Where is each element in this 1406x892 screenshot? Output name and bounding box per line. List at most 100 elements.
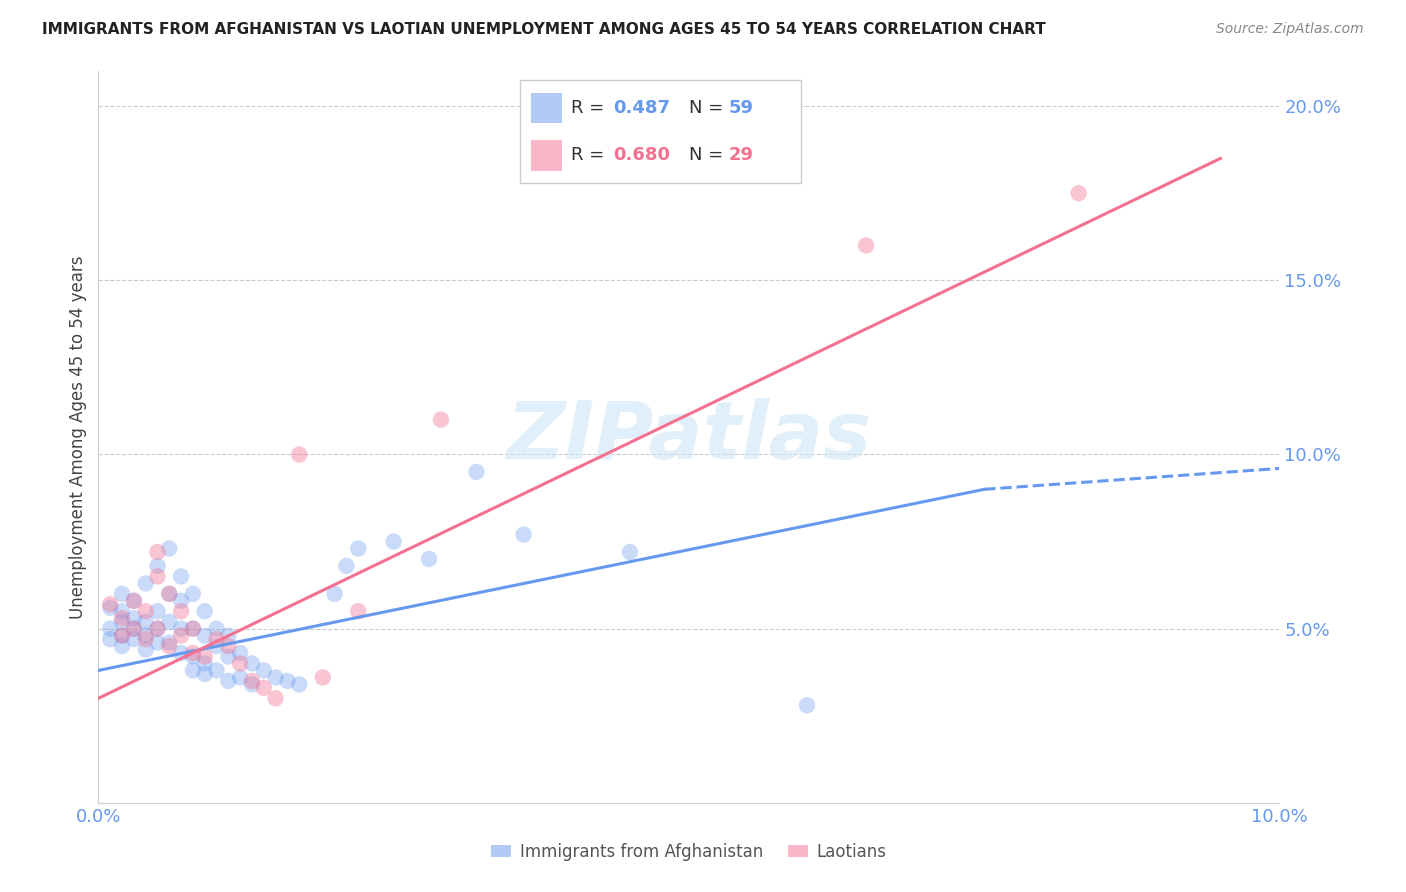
Point: [217, 639, 239, 653]
Point: [181, 587, 204, 601]
Point: [796, 698, 818, 713]
Point: [122, 622, 145, 636]
Text: IMMIGRANTS FROM AFGHANISTAN VS LAOTIAN UNEMPLOYMENT AMONG AGES 45 TO 54 YEARS CO: IMMIGRANTS FROM AFGHANISTAN VS LAOTIAN U…: [42, 22, 1046, 37]
Point: [253, 681, 276, 695]
Point: [194, 649, 217, 664]
Point: [264, 670, 287, 684]
Point: [229, 670, 252, 684]
Text: N =: N =: [689, 99, 728, 117]
Point: [170, 629, 193, 643]
Point: [111, 639, 134, 653]
Point: [157, 615, 180, 629]
Text: Source: ZipAtlas.com: Source: ZipAtlas.com: [1216, 22, 1364, 37]
Point: [288, 677, 311, 691]
Point: [157, 635, 180, 649]
Point: [157, 587, 180, 601]
Legend: Immigrants from Afghanistan, Laotians: Immigrants from Afghanistan, Laotians: [485, 837, 893, 868]
Point: [347, 604, 370, 618]
Point: [465, 465, 488, 479]
Point: [157, 541, 180, 556]
Point: [170, 646, 193, 660]
FancyBboxPatch shape: [520, 80, 801, 183]
Point: [122, 594, 145, 608]
Point: [205, 632, 228, 646]
Point: [512, 527, 534, 541]
Point: [1067, 186, 1090, 201]
Text: ZIPatlas: ZIPatlas: [506, 398, 872, 476]
Point: [111, 611, 134, 625]
Point: [229, 657, 252, 671]
Point: [253, 664, 276, 678]
Point: [276, 673, 298, 688]
Point: [170, 604, 193, 618]
Point: [229, 646, 252, 660]
Point: [170, 569, 193, 583]
Point: [146, 545, 169, 559]
Point: [181, 646, 204, 660]
Point: [122, 594, 145, 608]
Point: [240, 657, 263, 671]
Point: [323, 587, 346, 601]
Point: [205, 622, 228, 636]
Point: [205, 639, 228, 653]
Point: [619, 545, 641, 559]
Point: [288, 448, 311, 462]
Point: [111, 604, 134, 618]
Point: [312, 670, 335, 684]
Point: [347, 541, 370, 556]
Point: [111, 629, 134, 643]
Point: [122, 611, 145, 625]
Point: [240, 673, 263, 688]
Point: [181, 622, 204, 636]
Point: [194, 604, 217, 618]
Point: [170, 594, 193, 608]
Point: [135, 576, 157, 591]
FancyBboxPatch shape: [531, 140, 562, 170]
Point: [135, 604, 157, 618]
FancyBboxPatch shape: [531, 93, 562, 123]
Point: [98, 597, 121, 611]
Point: [135, 642, 157, 657]
Point: [181, 649, 204, 664]
Point: [264, 691, 287, 706]
Point: [135, 629, 157, 643]
Point: [111, 587, 134, 601]
Y-axis label: Unemployment Among Ages 45 to 54 years: Unemployment Among Ages 45 to 54 years: [69, 255, 87, 619]
Text: 59: 59: [728, 99, 754, 117]
Point: [146, 604, 169, 618]
Point: [98, 600, 121, 615]
Point: [98, 622, 121, 636]
Point: [146, 635, 169, 649]
Text: 29: 29: [728, 146, 754, 164]
Point: [122, 632, 145, 646]
Point: [240, 677, 263, 691]
Point: [382, 534, 405, 549]
Text: N =: N =: [689, 146, 728, 164]
Point: [855, 238, 877, 252]
Point: [135, 615, 157, 629]
Point: [194, 629, 217, 643]
Point: [217, 673, 239, 688]
Text: R =: R =: [571, 146, 610, 164]
Point: [217, 629, 239, 643]
Point: [217, 649, 239, 664]
Point: [181, 664, 204, 678]
Point: [146, 622, 169, 636]
Point: [146, 569, 169, 583]
Point: [98, 632, 121, 646]
Point: [335, 558, 357, 573]
Point: [146, 558, 169, 573]
Point: [205, 664, 228, 678]
Point: [157, 639, 180, 653]
Point: [111, 615, 134, 629]
Text: 0.680: 0.680: [613, 146, 671, 164]
Text: R =: R =: [571, 99, 610, 117]
Text: 0.487: 0.487: [613, 99, 671, 117]
Point: [194, 657, 217, 671]
Point: [111, 629, 134, 643]
Point: [194, 667, 217, 681]
Point: [157, 587, 180, 601]
Point: [181, 622, 204, 636]
Point: [135, 632, 157, 646]
Point: [418, 552, 440, 566]
